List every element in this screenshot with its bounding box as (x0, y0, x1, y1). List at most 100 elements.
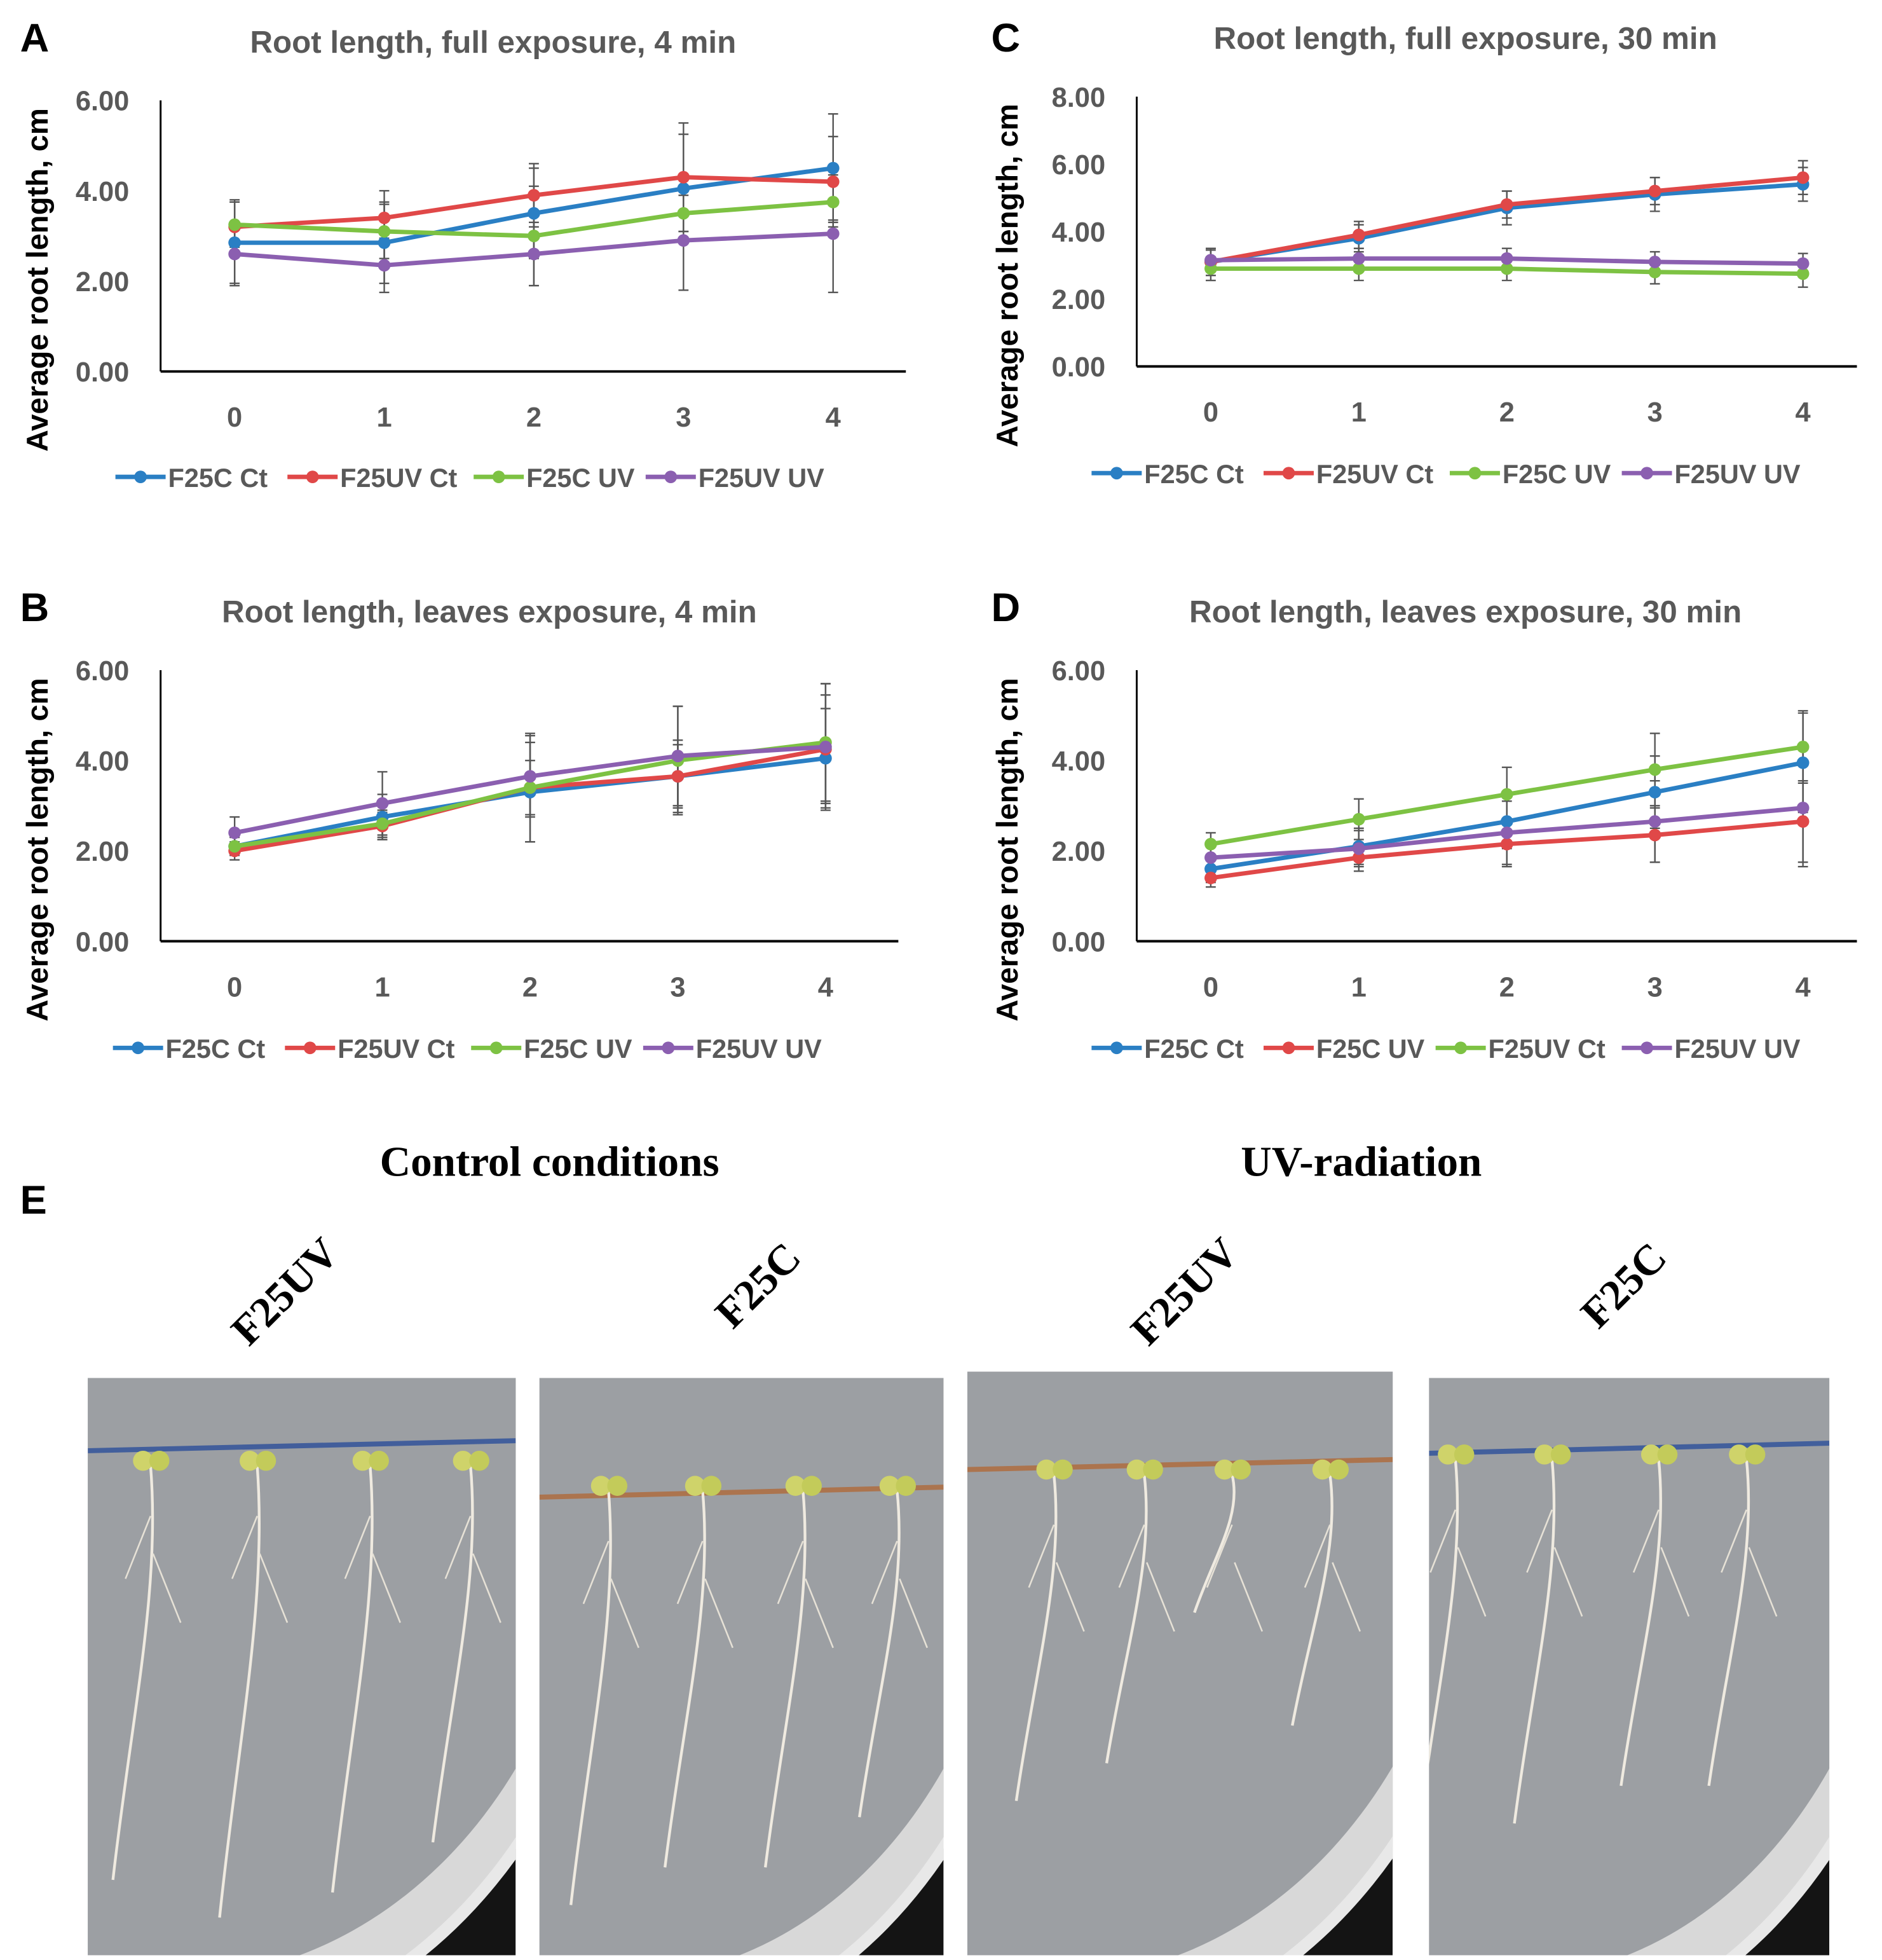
legend-marker (1640, 1041, 1653, 1055)
seedling-leaf (1745, 1444, 1766, 1465)
root (1619, 1459, 1663, 1786)
seedling-leaf (1550, 1444, 1571, 1465)
lateral-root (871, 1540, 928, 1648)
chart-title: Root length, full exposure, 4 min (250, 25, 736, 60)
data-point (826, 227, 840, 240)
y-tick-label: 0.00 (76, 357, 129, 388)
data-point (671, 770, 685, 783)
data-point (1796, 801, 1810, 814)
seedling-photos (88, 1371, 1830, 1956)
y-tick-label: 6.00 (76, 86, 129, 117)
panel-letter-e: E (20, 1177, 47, 1223)
root (331, 1465, 374, 1893)
photo-label-uv-f25uv: F25UV (1122, 1230, 1248, 1355)
seedling-leaf (607, 1476, 627, 1497)
chart-b: Root length, leaves exposure, 4 min 0.00 2… (21, 594, 899, 1064)
data-point (1352, 252, 1365, 265)
y-axis-label: Average root length, cm (21, 678, 55, 1021)
x-tick-label: 2 (522, 972, 538, 1003)
photo-label-uv-f25c: F25C (1572, 1234, 1676, 1338)
y-axis-label: Average root length, cm (991, 104, 1025, 447)
panel-letter-c: C (991, 15, 1021, 60)
legend-label: F25UV Ct (338, 1034, 454, 1064)
x-tick-label: 1 (376, 402, 392, 433)
seedling-leaf (1438, 1444, 1458, 1465)
data-point (378, 259, 391, 272)
data-point (1796, 171, 1810, 184)
seedling-leaf (256, 1450, 276, 1471)
petri-dish-agar (967, 1371, 1393, 1956)
data-point (1648, 815, 1661, 828)
x-tick-label: 2 (1499, 972, 1515, 1003)
y-axis-label: Average root length, cm (991, 678, 1025, 1021)
seedling-leaf (1053, 1459, 1073, 1480)
seedling-leaf (149, 1450, 170, 1471)
legend-label: F25C UV (1503, 459, 1611, 489)
data-point (671, 750, 685, 763)
legend-label: F25UV UV (696, 1034, 822, 1064)
data-point (528, 230, 540, 242)
data-point (1796, 815, 1810, 828)
photo-label-control-f25uv: F25UV (223, 1230, 348, 1355)
data-point (1796, 756, 1810, 769)
x-tick-label: 3 (1647, 397, 1663, 428)
seedling-leaf (1126, 1459, 1147, 1480)
data-point (228, 826, 242, 839)
charts-area: Root length, full exposure, 4 min 0.00 2.0… (21, 21, 1857, 1064)
data-point (1352, 812, 1365, 826)
legend-marker (1282, 467, 1295, 480)
y-axis-label: Average root length, cm (21, 108, 55, 451)
data-point (228, 247, 242, 261)
x-tick-label: 3 (670, 972, 685, 1003)
seedling-leaf (469, 1450, 489, 1471)
data-point (826, 175, 840, 188)
data-point (1352, 262, 1365, 275)
root (569, 1490, 612, 1905)
data-point (1204, 872, 1217, 884)
seedling-leaf (1143, 1459, 1163, 1480)
data-point (528, 207, 540, 220)
lateral-root (1028, 1524, 1085, 1632)
seedling-leaf (1312, 1459, 1333, 1480)
photo-content (88, 1378, 516, 1956)
y-tick-label: 0.00 (1052, 927, 1105, 957)
seedling-leaf (801, 1476, 822, 1497)
photo-label-control-f25c: F25C (707, 1234, 810, 1338)
x-tick-label: 4 (826, 402, 841, 433)
seedling-leaf (369, 1450, 389, 1471)
x-tick-label: 1 (375, 972, 390, 1003)
photo-content (539, 1378, 944, 1956)
photo-3 (967, 1371, 1393, 1956)
data-point (376, 797, 389, 810)
x-tick-label: 3 (676, 402, 691, 433)
x-tick-label: 4 (1796, 397, 1811, 428)
data-point (378, 236, 391, 249)
data-point (1204, 837, 1217, 851)
y-tick-label: 6.00 (1052, 150, 1105, 181)
petri-dish-agar (539, 1378, 944, 1956)
root (111, 1465, 154, 1881)
legend-label: F25C UV (524, 1034, 632, 1064)
legend-marker (492, 470, 505, 483)
y-tick-label: 4.00 (1052, 217, 1105, 248)
seedling-leaf (1729, 1444, 1749, 1465)
photo-1 (88, 1378, 516, 1956)
y-tick-label: 6.00 (1052, 656, 1105, 687)
data-point (677, 207, 690, 220)
data-point (1500, 826, 1513, 839)
root (1291, 1474, 1333, 1726)
legend-label: F25C Ct (1144, 1034, 1244, 1064)
data-point (378, 225, 391, 238)
seedling-leaf (1214, 1459, 1235, 1480)
data-point (524, 770, 536, 783)
lateral-root (125, 1516, 182, 1623)
legend-marker (1282, 1041, 1295, 1055)
y-tick-label: 2.00 (76, 267, 129, 298)
seedling-leaf (785, 1476, 806, 1497)
seedling-leaf (685, 1476, 706, 1497)
y-tick-label: 4.00 (76, 746, 129, 777)
lateral-root (1526, 1509, 1583, 1617)
legend-label: F25UV Ct (1489, 1034, 1606, 1064)
data-point (1648, 763, 1661, 776)
